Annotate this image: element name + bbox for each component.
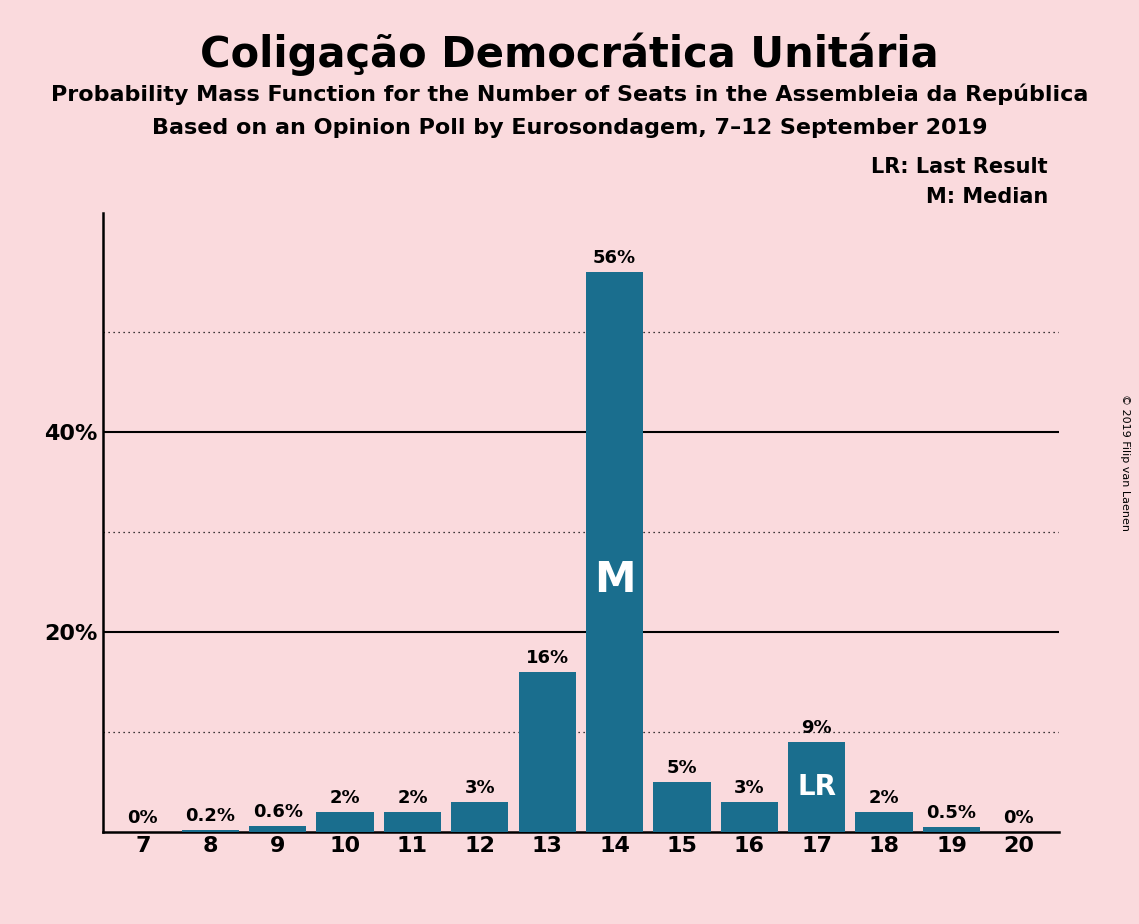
Text: © 2019 Filip van Laenen: © 2019 Filip van Laenen: [1121, 394, 1130, 530]
Text: LR: LR: [797, 772, 836, 801]
Text: Coligação Democrática Unitária: Coligação Democrática Unitária: [200, 32, 939, 76]
Text: 2%: 2%: [869, 789, 900, 807]
Bar: [384, 811, 441, 832]
Text: 2%: 2%: [398, 789, 428, 807]
Text: 3%: 3%: [465, 779, 495, 796]
Bar: [518, 672, 576, 832]
Bar: [317, 811, 374, 832]
Text: M: M: [593, 559, 636, 601]
Bar: [855, 811, 912, 832]
Text: Probability Mass Function for the Number of Seats in the Assembleia da República: Probability Mass Function for the Number…: [51, 83, 1088, 104]
Text: Based on an Opinion Poll by Eurosondagem, 7–12 September 2019: Based on an Opinion Poll by Eurosondagem…: [151, 118, 988, 139]
Text: 16%: 16%: [525, 649, 568, 667]
Text: 9%: 9%: [802, 719, 831, 736]
Bar: [451, 802, 508, 832]
Text: 0%: 0%: [1003, 808, 1034, 827]
Text: M: Median: M: Median: [926, 187, 1048, 207]
Text: LR: Last Result: LR: Last Result: [871, 157, 1048, 177]
Bar: [585, 273, 644, 832]
Text: 0.6%: 0.6%: [253, 803, 303, 821]
Bar: [182, 830, 239, 832]
Text: 0.5%: 0.5%: [926, 804, 976, 821]
Text: 0%: 0%: [128, 808, 158, 827]
Bar: [923, 827, 980, 832]
Text: 2%: 2%: [330, 789, 360, 807]
Text: 5%: 5%: [666, 759, 697, 777]
Bar: [249, 826, 306, 832]
Bar: [654, 782, 711, 832]
Text: 3%: 3%: [734, 779, 764, 796]
Text: 56%: 56%: [593, 249, 637, 267]
Bar: [788, 742, 845, 832]
Text: 0.2%: 0.2%: [186, 807, 236, 824]
Bar: [721, 802, 778, 832]
